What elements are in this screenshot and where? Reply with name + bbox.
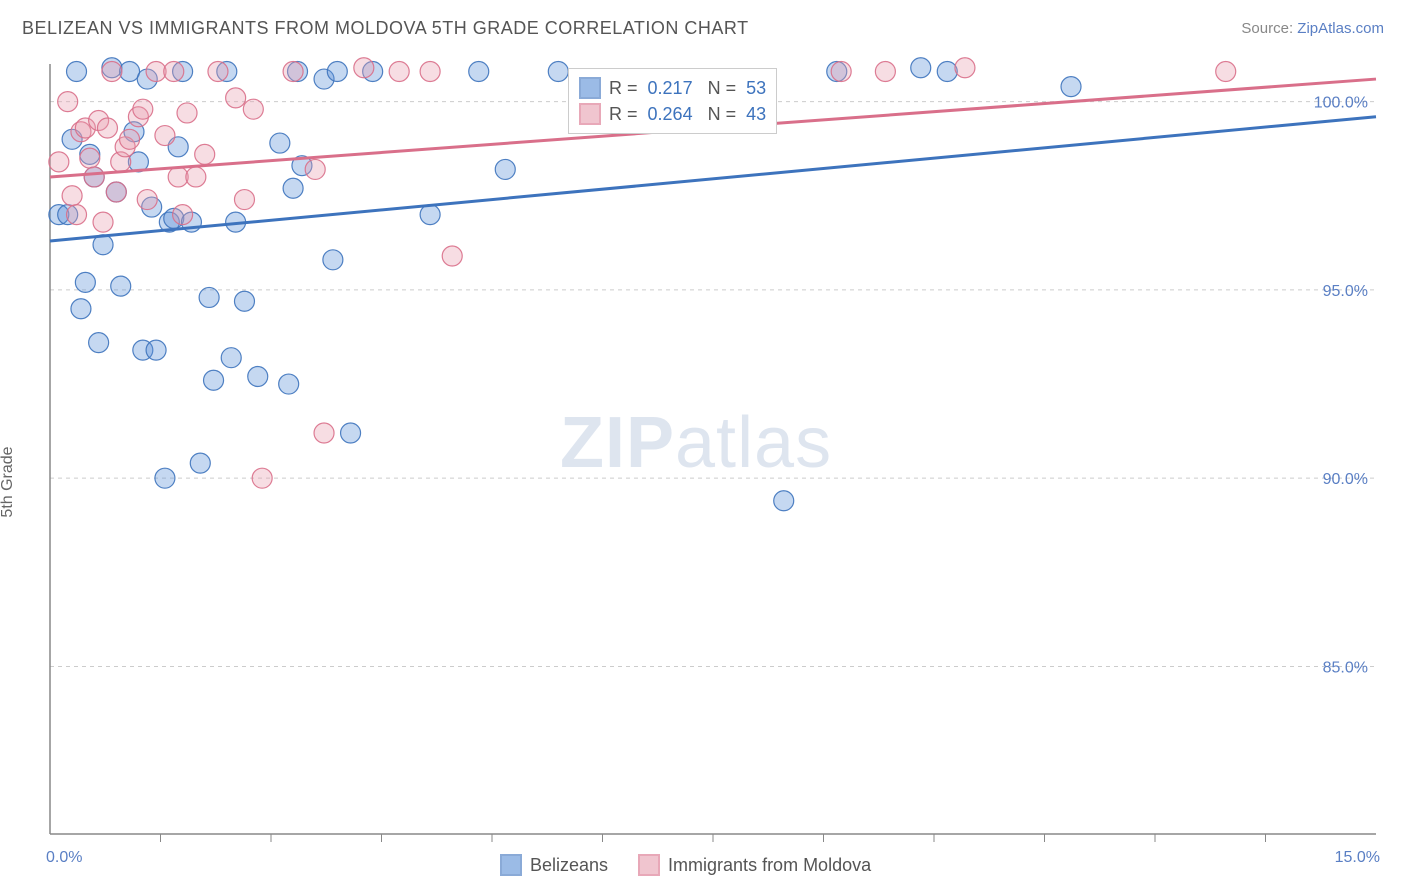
legend-swatch bbox=[579, 77, 601, 99]
legend-row: R = 0.264 N = 43 bbox=[579, 101, 766, 127]
chart-source: Source: ZipAtlas.com bbox=[1241, 20, 1384, 37]
scatter-chart-svg: 85.0% 90.0% 95.0% 100.0% 0.0% 15.0% bbox=[0, 54, 1406, 892]
correlation-legend-box: R = 0.217 N = 53 R = 0.264 N = 43 bbox=[568, 68, 777, 134]
source-link[interactable]: ZipAtlas.com bbox=[1297, 20, 1384, 37]
svg-text:15.0%: 15.0% bbox=[1335, 849, 1380, 866]
chart-area: 5th Grade 85.0%90.0%95.0%100.0%0.0%15.0%… bbox=[0, 54, 1406, 892]
series-legend-item: Belizeans bbox=[500, 854, 608, 876]
chart-title: BELIZEAN VS IMMIGRANTS FROM MOLDOVA 5TH … bbox=[22, 18, 749, 39]
svg-text:0.0%: 0.0% bbox=[46, 849, 82, 866]
legend-swatch bbox=[638, 854, 660, 876]
svg-text:85.0%: 85.0% bbox=[1323, 659, 1368, 676]
legend-swatch bbox=[579, 103, 601, 125]
series-legend: Belizeans Immigrants from Moldova bbox=[500, 854, 871, 876]
svg-text:95.0%: 95.0% bbox=[1323, 283, 1368, 300]
chart-header: BELIZEAN VS IMMIGRANTS FROM MOLDOVA 5TH … bbox=[0, 0, 1406, 53]
svg-text:100.0%: 100.0% bbox=[1314, 95, 1368, 112]
series-legend-label: Immigrants from Moldova bbox=[668, 855, 871, 876]
series-legend-label: Belizeans bbox=[530, 855, 608, 876]
series-legend-item: Immigrants from Moldova bbox=[638, 854, 871, 876]
svg-text:90.0%: 90.0% bbox=[1323, 471, 1368, 488]
legend-row: R = 0.217 N = 53 bbox=[579, 75, 766, 101]
legend-stats: R = 0.217 N = 53 bbox=[609, 78, 766, 99]
legend-swatch bbox=[500, 854, 522, 876]
legend-stats: R = 0.264 N = 43 bbox=[609, 104, 766, 125]
source-label: Source: bbox=[1241, 20, 1297, 37]
